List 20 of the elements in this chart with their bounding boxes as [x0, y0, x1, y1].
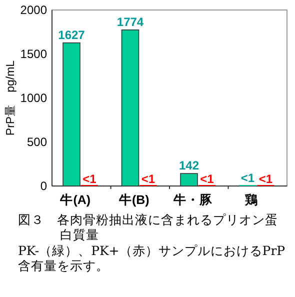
y-axis-title: PrP量 pg/mL: [4, 60, 17, 136]
x-tick-label: 鶏: [244, 193, 258, 207]
data-label: <1: [141, 172, 156, 186]
text: PK-（緑）、PK+（赤）サンプルにおけるPrP含有量を示す。: [18, 243, 286, 273]
data-label: 1774: [116, 14, 144, 29]
y-tick-label: 2000: [20, 3, 48, 17]
y-tick-label: 1500: [20, 47, 48, 61]
data-label: <1: [200, 172, 214, 186]
data-label: 1627: [58, 28, 86, 42]
text: 図３ 各肉骨粉抽出液に含まれるプリオン蛋白質量: [18, 212, 279, 242]
y-tick-label: 500: [26, 135, 48, 149]
y-tick-label: 1000: [20, 91, 48, 105]
x-tick-label: 牛(A): [59, 193, 91, 207]
data-label: <1: [258, 172, 273, 186]
data-label: 142: [178, 158, 200, 173]
data-label: <1: [82, 172, 97, 186]
data-label: <1: [240, 171, 255, 185]
y-tick-label: 0: [40, 179, 48, 193]
x-tick-label: 牛・豚: [172, 193, 214, 207]
x-tick-label: 牛(B): [118, 193, 150, 207]
